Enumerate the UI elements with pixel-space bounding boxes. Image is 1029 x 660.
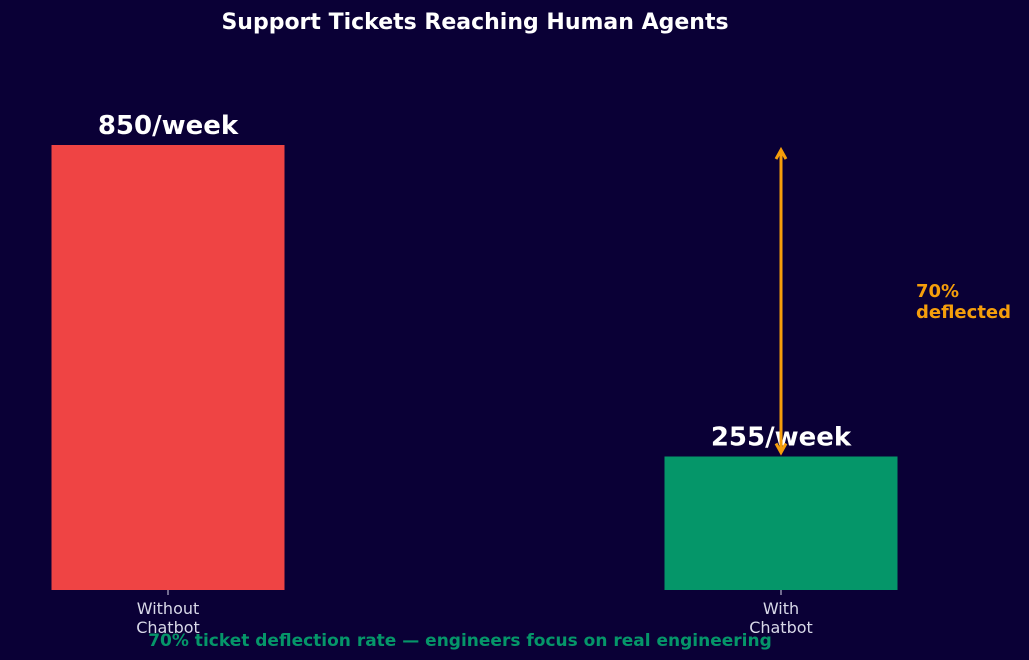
bar-0 [51,145,285,590]
deflection-arrow-head-up [774,146,788,160]
deflection-annotation-line-1: deflected [916,302,1011,323]
chart-title: Support Tickets Reaching Human Agents [221,10,728,35]
x-tick-label-1: With Chatbot [749,599,813,637]
deflection-arrow-head-down [774,442,788,456]
deflection-annotation-line-0: 70% [916,281,959,302]
footer-caption: 70% ticket deflection rate — engineers f… [148,631,772,651]
bar-value-label-0: 850/week [98,111,239,141]
x-tick-label-0: Without Chatbot [136,599,200,637]
ticks-layer: Without Chatbot With Chatbot [136,590,813,637]
bars-layer [51,145,898,590]
bar-1 [664,456,898,590]
annotation-layer: 70% deflected [774,146,1011,456]
deflection-annotation: 70% deflected [916,281,1011,323]
